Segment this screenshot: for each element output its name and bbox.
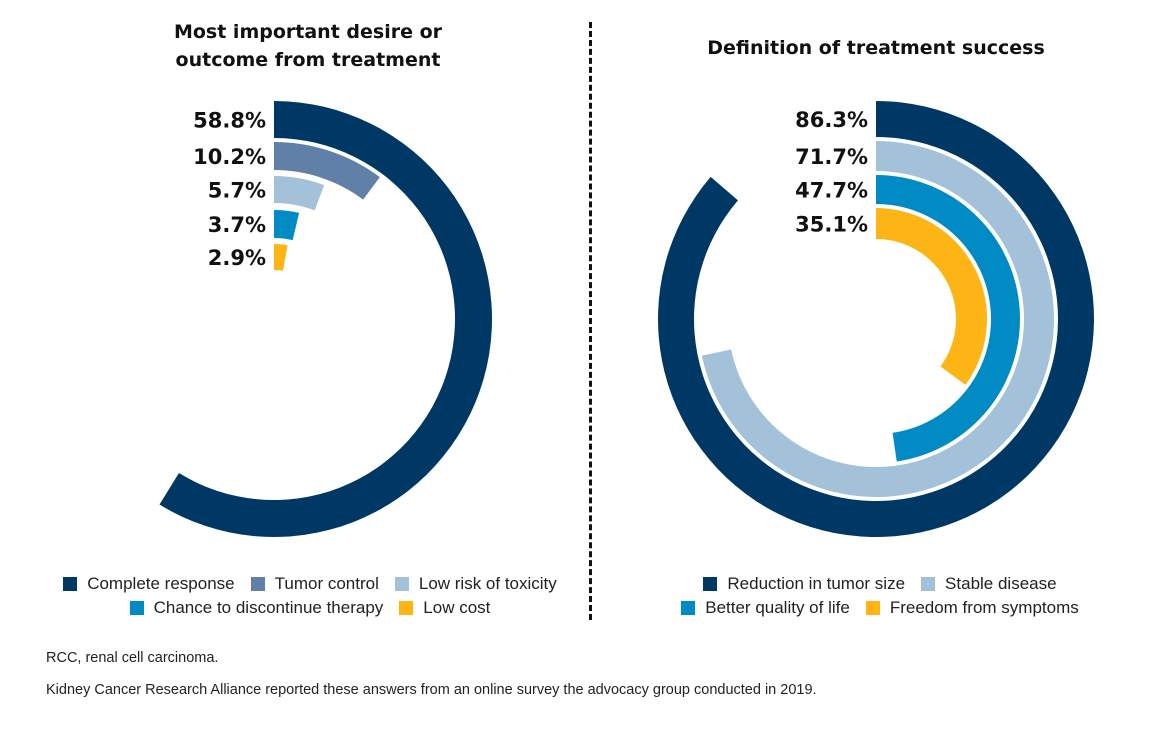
right-label-reduction-in-tumor-size: 86.3% [795, 108, 868, 132]
legend-swatch [129, 601, 144, 615]
right-chart-title: Definition of treatment success [707, 37, 1045, 59]
left-label-complete-response: 58.8% [193, 109, 266, 133]
right-arc-better-quality-of-life [876, 175, 1021, 462]
legend-swatch [399, 601, 414, 615]
legend-item-stable-disease: Stable disease [921, 572, 1057, 596]
footnote-abbreviation: RCC, renal cell carcinoma. [46, 650, 219, 666]
legend-item-complete-response: Complete response [63, 572, 235, 596]
left-arc-low-cost [274, 244, 288, 271]
legend-row: Complete response Tumor control Low risk o… [30, 572, 590, 596]
legend-item-freedom-from-symptoms: Freedom from symptoms [865, 596, 1079, 620]
legend-item-better-quality-of-life: Better quality of life [681, 596, 850, 620]
right-label-stable-disease: 71.7% [795, 145, 868, 169]
legend-swatch [250, 577, 265, 591]
legend-item-reduction-in-tumor-size: Reduction in tumor size [703, 572, 905, 596]
footnote-source: Kidney Cancer Research Alliance reported… [46, 682, 817, 698]
legend-swatch [681, 601, 696, 615]
left-label-low-risk-of-toxicity: 5.7% [208, 179, 266, 203]
left-arc-tumor-control [274, 142, 380, 200]
right-label-better-quality-of-life: 47.7% [795, 179, 868, 203]
legend-swatch [63, 577, 78, 591]
right-arc-freedom-from-symptoms [876, 208, 987, 385]
legend-row: Better quality of life Freedom from sympt… [640, 596, 1120, 620]
legend-row: Chance to discontinue therapy Low cost [30, 596, 590, 620]
legend-item-tumor-control: Tumor control [250, 572, 379, 596]
left-label-low-cost: 2.9% [208, 246, 266, 270]
legend-swatch [394, 577, 409, 591]
chart-divider [589, 22, 592, 620]
right-label-freedom-from-symptoms: 35.1% [795, 213, 868, 237]
legend-label: Low risk of toxicity [418, 574, 557, 593]
legend-swatch [921, 577, 936, 591]
legend-label: Complete response [87, 574, 235, 593]
legend-item-chance-to-discontinue-therapy: Chance to discontinue therapy [129, 596, 384, 620]
legend-item-low-cost: Low cost [399, 596, 490, 620]
legend-swatch [703, 577, 718, 591]
legend-row: Reduction in tumor size Stable disease [640, 572, 1120, 596]
left-chart-title: Most important desire or outcome from tre… [173, 21, 443, 71]
right-legend: Reduction in tumor size Stable disease Bet… [640, 572, 1120, 620]
left-arc-complete-response [159, 101, 493, 537]
left-label-chance-to-discontinue-therapy: 3.7% [208, 213, 266, 237]
legend-swatch [865, 601, 880, 615]
legend-label: Reduction in tumor size [727, 574, 906, 593]
legend-label: Chance to discontinue therapy [153, 598, 384, 617]
legend-label: Stable disease [945, 574, 1057, 593]
legend-item-low-risk-of-toxicity: Low risk of toxicity [394, 572, 557, 596]
legend-label: Better quality of life [705, 598, 850, 617]
left-arc-chance-to-discontinue-therapy [274, 210, 300, 241]
legend-label: Tumor control [274, 574, 379, 593]
legend-label: Freedom from symptoms [889, 598, 1079, 617]
legend-label: Low cost [423, 598, 491, 617]
left-legend: Complete response Tumor control Low risk o… [30, 572, 590, 620]
left-arc-low-risk-of-toxicity [274, 176, 325, 211]
left-label-tumor-control: 10.2% [193, 145, 266, 169]
